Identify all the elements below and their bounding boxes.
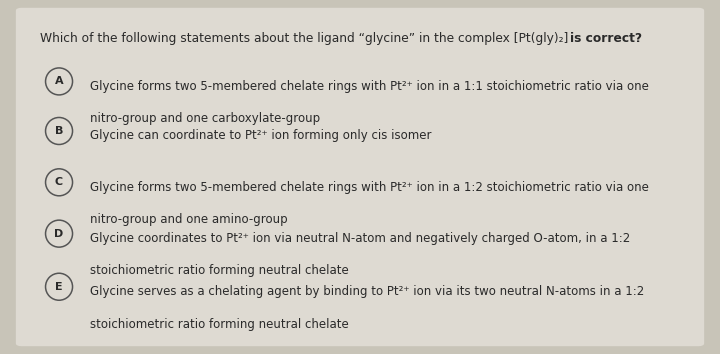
Text: Glycine can coordinate to Pt²⁺ ion forming only cis isomer: Glycine can coordinate to Pt²⁺ ion formi… — [90, 129, 431, 142]
Text: nitro-group and one amino-group: nitro-group and one amino-group — [90, 213, 287, 226]
Text: stoichiometric ratio forming neutral chelate: stoichiometric ratio forming neutral che… — [90, 264, 348, 278]
Text: Glycine serves as a chelating agent by binding to Pt²⁺ ion via its two neutral N: Glycine serves as a chelating agent by b… — [90, 285, 644, 298]
Text: stoichiometric ratio forming neutral chelate: stoichiometric ratio forming neutral che… — [90, 318, 348, 331]
Text: B: B — [55, 126, 63, 136]
Text: D: D — [55, 229, 63, 239]
Text: is correct?: is correct? — [570, 32, 642, 45]
Text: Which of the following statements about the ligand “glycine” in the complex [Pt(: Which of the following statements about … — [40, 32, 572, 45]
Text: C: C — [55, 177, 63, 187]
Text: A: A — [55, 76, 63, 86]
Text: E: E — [55, 282, 63, 292]
Text: Glycine forms two 5-membered chelate rings with Pt²⁺ ion in a 1:1 stoichiometric: Glycine forms two 5-membered chelate rin… — [90, 80, 649, 93]
Text: Glycine forms two 5-membered chelate rings with Pt²⁺ ion in a 1:2 stoichiometric: Glycine forms two 5-membered chelate rin… — [90, 181, 649, 194]
Text: nitro-group and one carboxylate-group: nitro-group and one carboxylate-group — [90, 112, 320, 125]
Text: Glycine coordinates to Pt²⁺ ion via neutral N-atom and negatively charged O-atom: Glycine coordinates to Pt²⁺ ion via neut… — [90, 232, 630, 245]
